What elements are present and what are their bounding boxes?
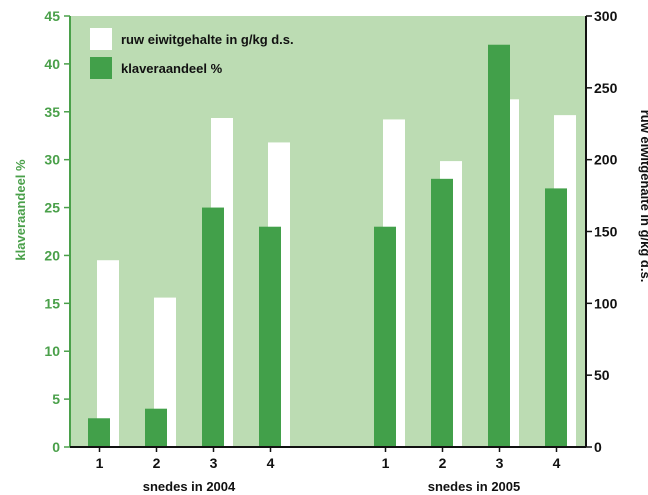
bar-klaver-1-3 [202,207,224,447]
bar-klaver-2-4 [545,188,567,447]
legend: ruw eiwitgehalte in g/kg d.s. klaveraande… [90,28,294,79]
x-tick-label: 4 [267,455,275,471]
bar-eiwit-1-1 [97,260,119,447]
group-label-2005: snedes in 2005 [428,479,521,494]
y-left-tick-label: 45 [44,8,60,24]
legend-swatch-klaver [90,57,112,79]
y-left-tick-label: 35 [44,104,60,120]
y-left-tick-label: 15 [44,295,60,311]
bar-klaver-2-1 [374,226,396,447]
y-left-tick-label: 0 [52,439,60,455]
y-left-tick-label: 5 [52,391,60,407]
group-label-2004: snedes in 2004 [143,479,236,494]
x-tick-label: 2 [439,455,447,471]
x-tick-label: 3 [496,455,504,471]
y-left-tick-label: 10 [44,343,60,359]
x-tick-label: 4 [553,455,561,471]
y-right-tick-label: 0 [594,439,602,455]
y-left-tick-label: 40 [44,56,60,72]
labels-layer: snedes in 2004 snedes in 2005 klaveraandee… [13,110,648,494]
legend-label-eiwit: ruw eiwitgehalte in g/kg d.s. [121,32,294,47]
axes-layer: 1 2 3 4 1 2 3 405101520253035404505010015020025… [44,8,617,471]
y-right-tick-label: 150 [594,224,618,240]
x-tick-label: 1 [96,455,104,471]
y-left-tick-label: 30 [44,152,60,168]
x-tick-label: 3 [210,455,218,471]
bar-klaver-1-4 [259,226,281,447]
bars-layer [88,44,576,448]
y-right-tick-label: 200 [594,152,618,168]
bar-klaver-1-1 [88,418,110,447]
y-axis-right-label: ruw eiwitgehalte in g/kg d.s. [638,110,648,283]
bar-klaver-2-2 [431,178,453,448]
x-tick-label: 2 [153,455,161,471]
bar-klaver-2-3 [488,44,510,447]
bar-klaver-1-2 [145,408,167,447]
y-axis-left-label: klaveraandeel % [13,159,28,261]
y-left-tick-label: 25 [44,200,60,216]
legend-label-klaver: klaveraandeel % [121,61,223,76]
legend-swatch-eiwit [90,28,112,50]
x-tick-label: 1 [382,455,390,471]
y-right-tick-label: 50 [594,367,610,383]
y-right-tick-label: 300 [594,8,618,24]
y-right-tick-label: 250 [594,80,618,96]
y-left-tick-label: 20 [44,247,60,263]
y-right-tick-label: 100 [594,295,618,311]
